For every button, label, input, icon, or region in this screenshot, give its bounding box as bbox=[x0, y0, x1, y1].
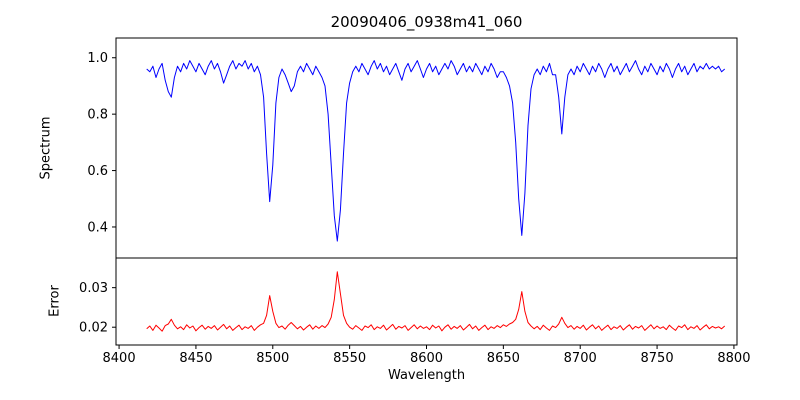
x-tick-label: 8500 bbox=[256, 351, 289, 366]
x-axis-label: Wavelength bbox=[387, 368, 466, 383]
spectrum-y-tick-label: 0.6 bbox=[87, 164, 108, 179]
error-line bbox=[146, 271, 726, 332]
spectrum-y-tick-label: 0.4 bbox=[87, 220, 108, 235]
spectrum-y-tick-label: 0.8 bbox=[87, 108, 108, 123]
spectrum-panel-border bbox=[115, 37, 738, 259]
x-tick-label: 8550 bbox=[333, 351, 366, 366]
chart-title: 20090406_0938m41_060 bbox=[330, 13, 523, 31]
error-y-tick-label: 0.02 bbox=[79, 321, 108, 336]
x-tick-label: 8750 bbox=[641, 351, 674, 366]
error-panel-border bbox=[115, 257, 738, 346]
spectrum-line bbox=[146, 60, 726, 242]
spectrum-y-tick-label: 1.0 bbox=[87, 51, 108, 66]
x-tick-label: 8400 bbox=[103, 351, 136, 366]
x-tick-label: 8800 bbox=[717, 351, 750, 366]
x-tick-label: 8650 bbox=[487, 351, 520, 366]
x-tick-label: 8600 bbox=[410, 351, 443, 366]
x-tick-label: 8450 bbox=[179, 351, 212, 366]
x-tick-label: 8700 bbox=[564, 351, 597, 366]
error-y-tick-label: 0.03 bbox=[79, 281, 108, 296]
